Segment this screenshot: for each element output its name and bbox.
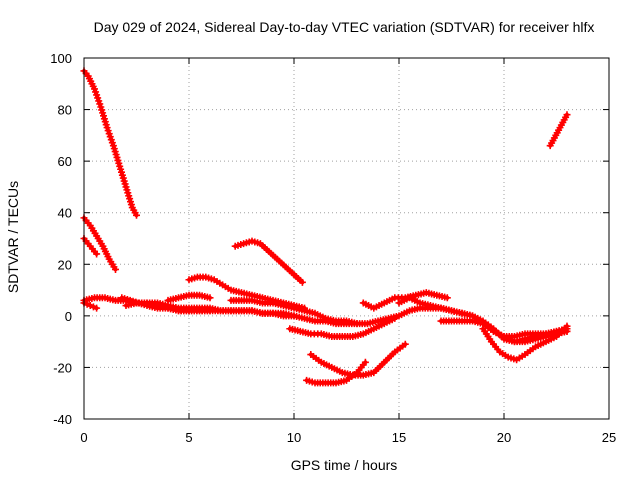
x-tick-label: 25 [602, 430, 616, 445]
x-tick-label: 0 [80, 430, 87, 445]
data-point [83, 300, 91, 308]
data-point [89, 303, 97, 311]
series-arc18 [479, 322, 571, 364]
series-arc11 [227, 296, 361, 328]
x-axis-title: GPS time / hours [291, 457, 398, 473]
data-point [290, 312, 298, 320]
y-tick-label: 100 [50, 51, 72, 66]
y-tick-label: 80 [58, 103, 72, 118]
x-tick-label: 10 [287, 430, 301, 445]
y-tick-label: -20 [53, 360, 72, 375]
data-point [353, 320, 361, 328]
y-tick-label: -40 [53, 412, 72, 427]
series-arc12 [286, 314, 399, 340]
y-axis-title: SDTVAR / TECUs [5, 181, 21, 293]
series-arc1 [80, 67, 140, 219]
data-point [361, 358, 369, 366]
data-point [93, 304, 101, 312]
data-point [443, 294, 451, 302]
data-point [401, 340, 409, 348]
series-arc13 [307, 340, 409, 379]
y-tick-label: 20 [58, 257, 72, 272]
plot-frame [83, 57, 610, 420]
axis-ticks [83, 57, 610, 420]
data-point [298, 278, 306, 286]
data-point [206, 294, 214, 302]
data-point [563, 322, 571, 330]
data-point [86, 302, 94, 310]
x-tick-label: 5 [185, 430, 192, 445]
data-point [391, 314, 399, 322]
series-arc2 [80, 214, 119, 273]
series-arc10 [231, 237, 306, 286]
chart-title: Day 029 of 2024, Sidereal Day-to-day VTE… [94, 19, 595, 35]
y-tick-label: 60 [58, 154, 72, 169]
x-tick-label: 15 [392, 430, 406, 445]
y-tick-label: 0 [65, 309, 72, 324]
data-point [112, 265, 119, 273]
tick-labels: 0 5 10 15 20 25 -40 -20 0 20 40 60 80 100 [50, 51, 616, 445]
data-point [133, 211, 140, 219]
y-tick-label: 40 [58, 206, 72, 221]
series-arc14 [303, 358, 369, 387]
data-marks [80, 67, 571, 387]
series-arc7 [122, 299, 298, 320]
series-arc8 [164, 291, 214, 304]
grid-lines [84, 58, 609, 419]
series-arc19 [546, 111, 571, 150]
x-tick-label: 20 [497, 430, 511, 445]
data-point [93, 250, 101, 258]
data-point [563, 111, 571, 119]
